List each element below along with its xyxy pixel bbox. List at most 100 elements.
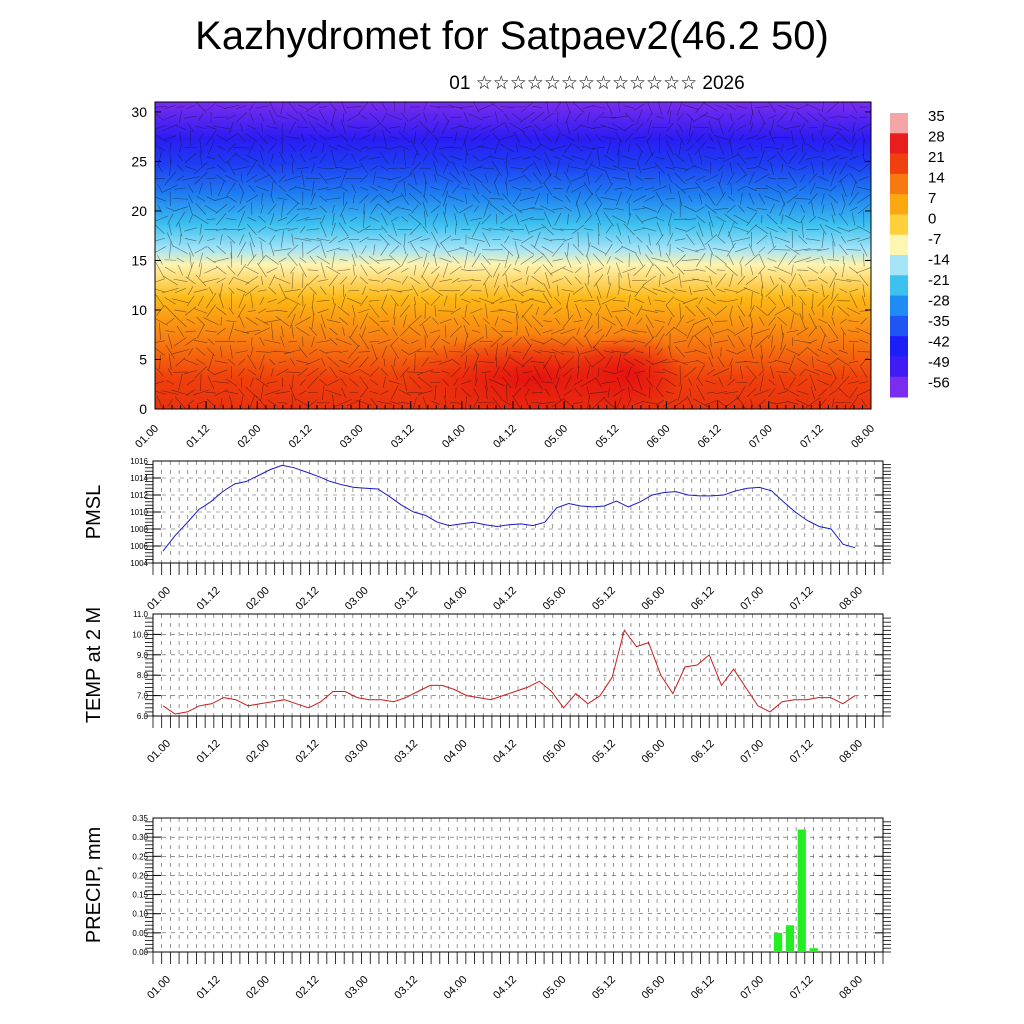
wind-vector — [257, 308, 267, 314]
wind-vector — [409, 327, 421, 336]
wind-vector — [493, 181, 500, 197]
wind-vector — [380, 327, 389, 336]
wind-vector — [515, 143, 519, 153]
wind-vector — [216, 212, 227, 226]
x-tick-label: 06.00 — [645, 423, 673, 451]
wind-vector — [584, 214, 593, 224]
wind-vector — [553, 156, 562, 160]
wind-vector — [767, 245, 777, 255]
wind-vector — [592, 253, 605, 267]
wind-vector — [857, 204, 870, 214]
wind-vector — [328, 274, 338, 287]
wind-vector — [472, 315, 480, 328]
wind-vector — [268, 109, 276, 125]
wind-vector — [460, 387, 472, 398]
wind-vector — [300, 225, 306, 233]
wind-vector — [825, 225, 842, 234]
wind-vector — [230, 345, 233, 359]
wind-vector — [195, 125, 207, 129]
x-tick-label: 04.00 — [440, 423, 468, 451]
x-tick-label: 07.00 — [747, 423, 775, 451]
wind-vector — [194, 172, 208, 185]
wind-vector — [531, 256, 544, 264]
wind-vector — [164, 297, 176, 305]
wind-vector — [206, 196, 216, 202]
wind-vector — [821, 255, 825, 265]
wind-vector — [788, 201, 797, 217]
wind-vector — [708, 357, 714, 367]
wind-vector — [685, 175, 696, 181]
wind-vector — [268, 286, 277, 295]
wind-vector — [552, 228, 564, 231]
y-tick-label: 20 — [131, 203, 147, 219]
wind-vector — [837, 131, 850, 144]
wind-vector — [666, 266, 674, 274]
wind-vector — [737, 305, 746, 317]
wind-vector — [550, 337, 565, 346]
wind-vector — [505, 181, 509, 196]
wind-vector — [830, 143, 836, 153]
wind-vector — [828, 389, 838, 396]
y-tick-label: 15 — [131, 252, 147, 268]
wind-vector — [370, 357, 379, 367]
wind-vector — [505, 346, 508, 357]
wind-vector — [541, 381, 554, 384]
wind-vector — [291, 394, 294, 409]
wind-vector — [317, 308, 329, 314]
wind-vector — [554, 354, 562, 370]
wind-vector — [298, 111, 307, 123]
wind-vector — [729, 140, 733, 156]
wind-vector — [613, 207, 625, 211]
wind-vector — [769, 275, 775, 285]
wind-vector — [793, 339, 812, 344]
wind-vector — [417, 369, 434, 376]
wind-vector — [591, 356, 606, 368]
wind-vector — [798, 235, 808, 244]
wind-vector — [767, 268, 777, 272]
wind-vector — [380, 146, 389, 150]
wind-vector — [372, 171, 376, 185]
wind-vector — [237, 358, 246, 366]
wind-vector — [595, 194, 602, 204]
wind-vector — [715, 255, 727, 265]
wind-vector — [584, 307, 592, 315]
wind-vector — [184, 370, 198, 375]
wind-vector — [616, 397, 622, 409]
wind-vector — [626, 397, 632, 408]
wind-vector — [489, 102, 504, 113]
wind-vector — [818, 156, 828, 160]
wind-vector — [359, 193, 369, 204]
wind-vector — [316, 255, 330, 265]
wind-vector — [427, 285, 443, 296]
wind-vector — [738, 205, 745, 213]
wind-vector — [421, 357, 429, 367]
wind-vector — [251, 337, 253, 346]
wind-vector — [511, 278, 523, 283]
wind-vector — [438, 146, 453, 149]
wind-vector — [359, 387, 369, 399]
colorbar-label: -7 — [928, 231, 941, 248]
wind-vector — [575, 303, 582, 319]
warm-core — [567, 334, 688, 409]
x-tick-label: 06.12 — [689, 585, 717, 613]
wind-vector — [611, 350, 627, 353]
x-tick-label: 03.12 — [392, 585, 420, 613]
wind-vector — [341, 214, 346, 225]
wind-vector — [381, 345, 387, 358]
wind-vector — [636, 109, 643, 125]
wind-vector — [430, 329, 441, 334]
wind-vector — [376, 401, 392, 405]
wind-vector — [837, 375, 850, 389]
wind-vector — [726, 242, 736, 257]
wind-vector — [205, 293, 217, 309]
wind-vector — [299, 303, 306, 319]
wind-vector — [326, 319, 341, 324]
wind-vector — [271, 322, 274, 341]
wind-vector — [414, 353, 416, 371]
wind-vector — [186, 122, 195, 133]
wind-vector — [188, 194, 194, 204]
wind-vector — [543, 306, 552, 316]
wind-vector — [478, 167, 495, 170]
wind-vector — [749, 313, 754, 329]
wind-vector — [767, 258, 777, 262]
